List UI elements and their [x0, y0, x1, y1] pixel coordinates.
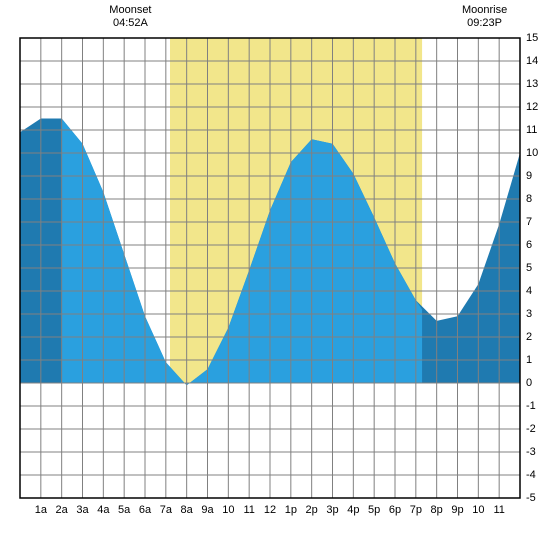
annotation-title: Moonset [100, 4, 160, 17]
chart-canvas [0, 0, 550, 550]
x-tick-label: 11 [493, 504, 504, 516]
y-tick-label: 15 [526, 32, 538, 44]
y-tick-label: 2 [526, 331, 532, 343]
x-tick-label: 12 [264, 504, 276, 516]
y-tick-label: -2 [526, 423, 536, 435]
x-tick-label: 5a [118, 504, 130, 516]
y-tick-label: 10 [526, 147, 538, 159]
x-tick-label: 11 [243, 504, 254, 516]
annotation-title: Moonrise [455, 4, 515, 17]
y-tick-label: -5 [526, 492, 536, 504]
y-tick-label: 3 [526, 308, 532, 320]
tide-chart: Moonset04:52A Moonrise09:23P 1a 2a 3a 4a 5a 6a… [0, 0, 550, 550]
x-tick-label: 3p [326, 504, 338, 516]
x-tick-label: 2a [56, 504, 68, 516]
y-tick-label: 0 [526, 377, 532, 389]
x-tick-label: 8p [431, 504, 443, 516]
y-tick-label: 8 [526, 193, 532, 205]
annotation-moonrise: Moonrise09:23P [455, 4, 515, 30]
y-tick-label: 12 [526, 101, 538, 113]
x-tick-label: 5p [368, 504, 380, 516]
y-tick-label: 6 [526, 239, 532, 251]
x-tick-label: 3a [76, 504, 88, 516]
y-tick-label: 5 [526, 262, 532, 274]
x-tick-label: 4a [97, 504, 109, 516]
y-tick-label: 14 [526, 55, 538, 67]
annotation-moonset: Moonset04:52A [100, 4, 160, 30]
x-tick-label: 4p [347, 504, 359, 516]
x-tick-label: 2p [306, 504, 318, 516]
x-tick-label: 6a [139, 504, 151, 516]
y-tick-label: -3 [526, 446, 536, 458]
y-tick-label: 7 [526, 216, 532, 228]
x-tick-label: 10 [222, 504, 234, 516]
x-tick-label: 8a [181, 504, 193, 516]
annotation-time: 04:52A [100, 17, 160, 30]
y-tick-label: 11 [526, 124, 537, 136]
x-tick-label: 7a [160, 504, 172, 516]
y-tick-label: 9 [526, 170, 532, 182]
x-tick-label: 1p [285, 504, 297, 516]
annotation-time: 09:23P [455, 17, 515, 30]
x-tick-label: 9p [451, 504, 463, 516]
x-tick-label: 6p [389, 504, 401, 516]
x-tick-label: 7p [410, 504, 422, 516]
y-tick-label: 4 [526, 285, 532, 297]
y-tick-label: -1 [526, 400, 536, 412]
x-tick-label: 10 [472, 504, 484, 516]
x-tick-label: 1a [35, 504, 47, 516]
x-tick-label: 9a [201, 504, 213, 516]
y-tick-label: 13 [526, 78, 538, 90]
y-tick-label: 1 [526, 354, 532, 366]
y-tick-label: -4 [526, 469, 536, 481]
